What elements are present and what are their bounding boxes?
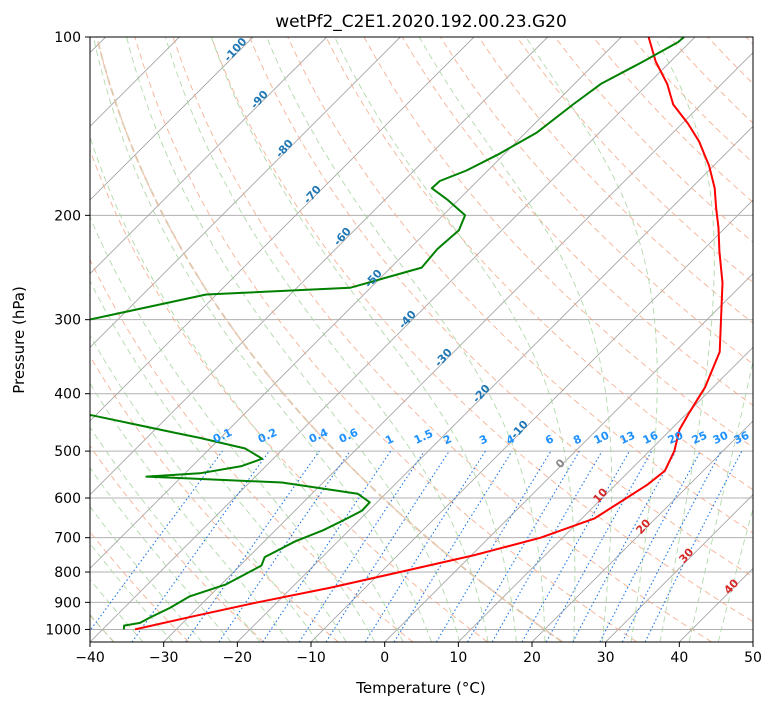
y-tick-label: 100 bbox=[54, 30, 81, 46]
x-tick-label: 50 bbox=[744, 650, 762, 666]
x-axis-label: Temperature (°C) bbox=[355, 679, 485, 697]
x-tick-label: −10 bbox=[296, 650, 326, 666]
y-tick-label: 900 bbox=[54, 595, 81, 611]
y-tick-label: 400 bbox=[54, 387, 81, 403]
x-tick-label: 30 bbox=[597, 650, 615, 666]
y-tick-label: 700 bbox=[54, 531, 81, 547]
x-tick-label: −40 bbox=[75, 650, 105, 666]
y-tick-label: 800 bbox=[54, 565, 81, 581]
y-tick-label: 500 bbox=[54, 444, 81, 460]
y-tick-label: 1000 bbox=[45, 622, 81, 638]
x-tick-label: 10 bbox=[449, 650, 467, 666]
x-tick-label: −20 bbox=[223, 650, 253, 666]
y-tick-label: 300 bbox=[54, 313, 81, 329]
x-tick-label: 20 bbox=[523, 650, 541, 666]
y-tick-label: 600 bbox=[54, 491, 81, 507]
chart-title: wetPf2_C2E1.2020.192.00.23.G20 bbox=[275, 12, 567, 32]
x-tick-label: 0 bbox=[380, 650, 389, 666]
y-axis-label: Pressure (hPa) bbox=[10, 286, 28, 394]
x-tick-label: −30 bbox=[149, 650, 179, 666]
x-tick-label: 40 bbox=[670, 650, 688, 666]
y-tick-label: 200 bbox=[54, 208, 81, 224]
